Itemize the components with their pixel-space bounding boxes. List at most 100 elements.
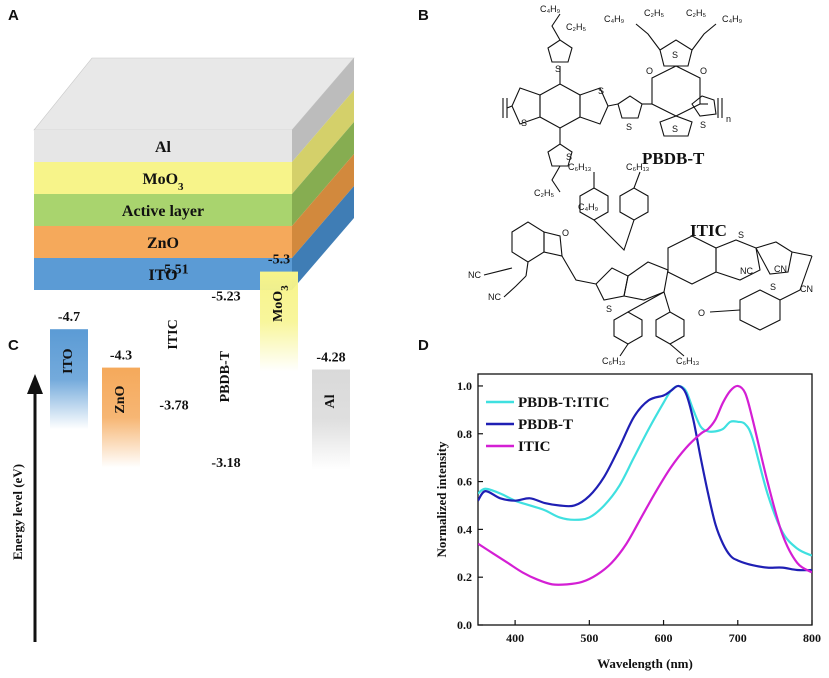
atom-nc-2: NC — [488, 292, 501, 302]
bar-label-moo-sub: 3 — [279, 285, 291, 291]
itic-thiophene-1 — [595, 267, 629, 301]
spacer-thiophene-1 — [617, 95, 643, 119]
layer-ito-front — [34, 258, 292, 290]
atom-s-1: S — [521, 118, 527, 128]
chain-c6h13-2: C₆H₁₃ — [626, 162, 650, 172]
itic-phenyl-4 — [655, 311, 685, 345]
top-alkyl — [551, 13, 561, 41]
series-line-itic — [478, 384, 812, 586]
legend-label-itic: ITIC — [518, 439, 551, 455]
panel-label-b: B — [418, 7, 429, 24]
layer-al-front — [34, 130, 292, 162]
itic-right-vinyl — [791, 251, 813, 257]
atom-o-3: O — [562, 228, 569, 238]
layer-label-zno: ZnO — [147, 235, 179, 252]
level-bottom-itic: -5.51 — [159, 262, 188, 277]
x-tick-label-800: 800 — [803, 631, 821, 645]
atom-s-7: S — [672, 124, 678, 134]
itic-left-cyano — [483, 267, 527, 298]
layer-active-layer-front — [34, 194, 292, 226]
y-tick-label-3: 0.6 — [457, 475, 472, 489]
chain-c2h5-3: C₂H₅ — [644, 8, 664, 18]
bdt-links — [506, 103, 619, 109]
layer-label-moo-main: MoO — [142, 171, 178, 188]
bar-label-al: Al — [323, 394, 338, 408]
bdd-chains — [635, 23, 717, 51]
chain-c4h9-4: C₄H₉ — [722, 14, 743, 24]
bar-zno — [102, 367, 140, 468]
itic-left-vinyl — [561, 255, 597, 285]
y-tick-label-2: 0.4 — [457, 522, 472, 536]
y-tick-label-0: 0.0 — [457, 618, 472, 632]
bar-label-ito: ITO — [61, 348, 76, 374]
itic-thiophene-3 — [715, 239, 761, 281]
energy-bars: -4.7 ITO -4.3 ZnO -3.78 -5.51 ITIC -3.18 -5.23 PB… — [50, 253, 350, 471]
top-thiophene — [547, 39, 573, 63]
plot-frame — [477, 373, 813, 626]
layer-label-al: Al — [155, 139, 172, 156]
itic-phenyl-2 — [619, 187, 649, 221]
atom-s-5: S — [626, 122, 632, 132]
itic-left-benzene — [511, 221, 545, 263]
itic-phenyl-links-bottom — [619, 291, 685, 357]
energy-axis: Energy level (eV) — [10, 374, 43, 642]
series-line-pbdb-t — [478, 384, 812, 572]
y-tick-label-5: 1.0 — [457, 379, 472, 393]
atom-s-9: S — [606, 304, 612, 314]
chain-c6h13-4: C₆H₁₃ — [676, 356, 700, 366]
itic-phenyl-3 — [613, 311, 643, 345]
layer-label-moo: MoO3 — [142, 171, 184, 193]
bar-label-al-main: Al — [323, 394, 338, 408]
level-bottom-pbdb-t: -5.23 — [211, 289, 240, 304]
level-top-itic: -3.78 — [159, 399, 188, 414]
x-tick-label-400: 400 — [506, 631, 524, 645]
energy-axis-arrow — [27, 374, 43, 394]
layer-ito-side — [292, 186, 354, 290]
atom-o-1: O — [646, 66, 653, 76]
itic-left-ketone-ring — [543, 231, 563, 257]
level-top-zno: -4.3 — [110, 349, 132, 364]
x-tick-label-600: 600 — [655, 631, 673, 645]
bar-label-ito-main: ITO — [61, 348, 76, 374]
x-axis-title: Wavelength (nm) — [597, 656, 693, 671]
bdd-thiophene-top — [659, 39, 693, 67]
bar-label-moo: MoO3 — [271, 285, 290, 322]
atom-s-2: S — [598, 86, 604, 96]
chain-c6h13-3: C₆H₁₃ — [602, 356, 626, 366]
bdd-thiophene-bottom — [659, 115, 693, 137]
bar-al — [312, 369, 350, 470]
chain-c4h9-3: C₄H₉ — [604, 14, 625, 24]
energy-axis-title: Energy level (eV) — [10, 464, 25, 560]
atom-nc-1: NC — [468, 270, 481, 280]
bar-label-pbdb-t: PBDB-T — [218, 350, 233, 402]
pbdb-t-name: PBDB-T — [642, 149, 705, 168]
atom-s-3: S — [555, 64, 561, 74]
bar-label-pbdb-t-main: PBDB-T — [218, 350, 233, 402]
atom-s-11: S — [770, 282, 776, 292]
chain-c2h5-1: C₂H₅ — [566, 22, 586, 32]
bdt-left-thiophene — [511, 87, 541, 125]
chain-c4h9-2: C₄H₉ — [578, 202, 599, 212]
layer-al-side — [292, 58, 354, 162]
layer-active-layer-side — [292, 122, 354, 226]
layer-label-active-layer: Active layer — [122, 203, 204, 220]
layer-moo-side — [292, 90, 354, 194]
bottom-thiophene — [547, 143, 573, 167]
panel-label-c: C — [8, 337, 19, 354]
chain-c6h13-1: C₆H₁₃ — [568, 162, 592, 172]
itic-thiophene-4 — [755, 241, 793, 275]
atom-cn-1: CN — [800, 284, 813, 294]
layer-label-zno-main: ZnO — [147, 235, 179, 252]
layer-label-active-layer-main: Active layer — [122, 203, 204, 220]
atom-s-6: S — [672, 50, 678, 60]
x-tick-label-500: 500 — [580, 631, 598, 645]
itic-structure: O NC NC S S S C₆H₁₃ C₆H₁₃ C₆H₁₃ C₆H₁₃ O … — [468, 162, 813, 366]
layer-label-al-main: Al — [155, 139, 172, 156]
bracket-right — [717, 98, 723, 118]
repeat-n: n — [726, 114, 731, 124]
level-top-pbdb-t: -3.18 — [211, 456, 240, 471]
spacer-thiophene-2 — [691, 95, 717, 117]
legend-label-pbdb-t: PBDB-T — [518, 417, 573, 433]
y-tick-label-1: 0.2 — [457, 570, 472, 584]
atom-nc-3: NC — [740, 266, 753, 276]
